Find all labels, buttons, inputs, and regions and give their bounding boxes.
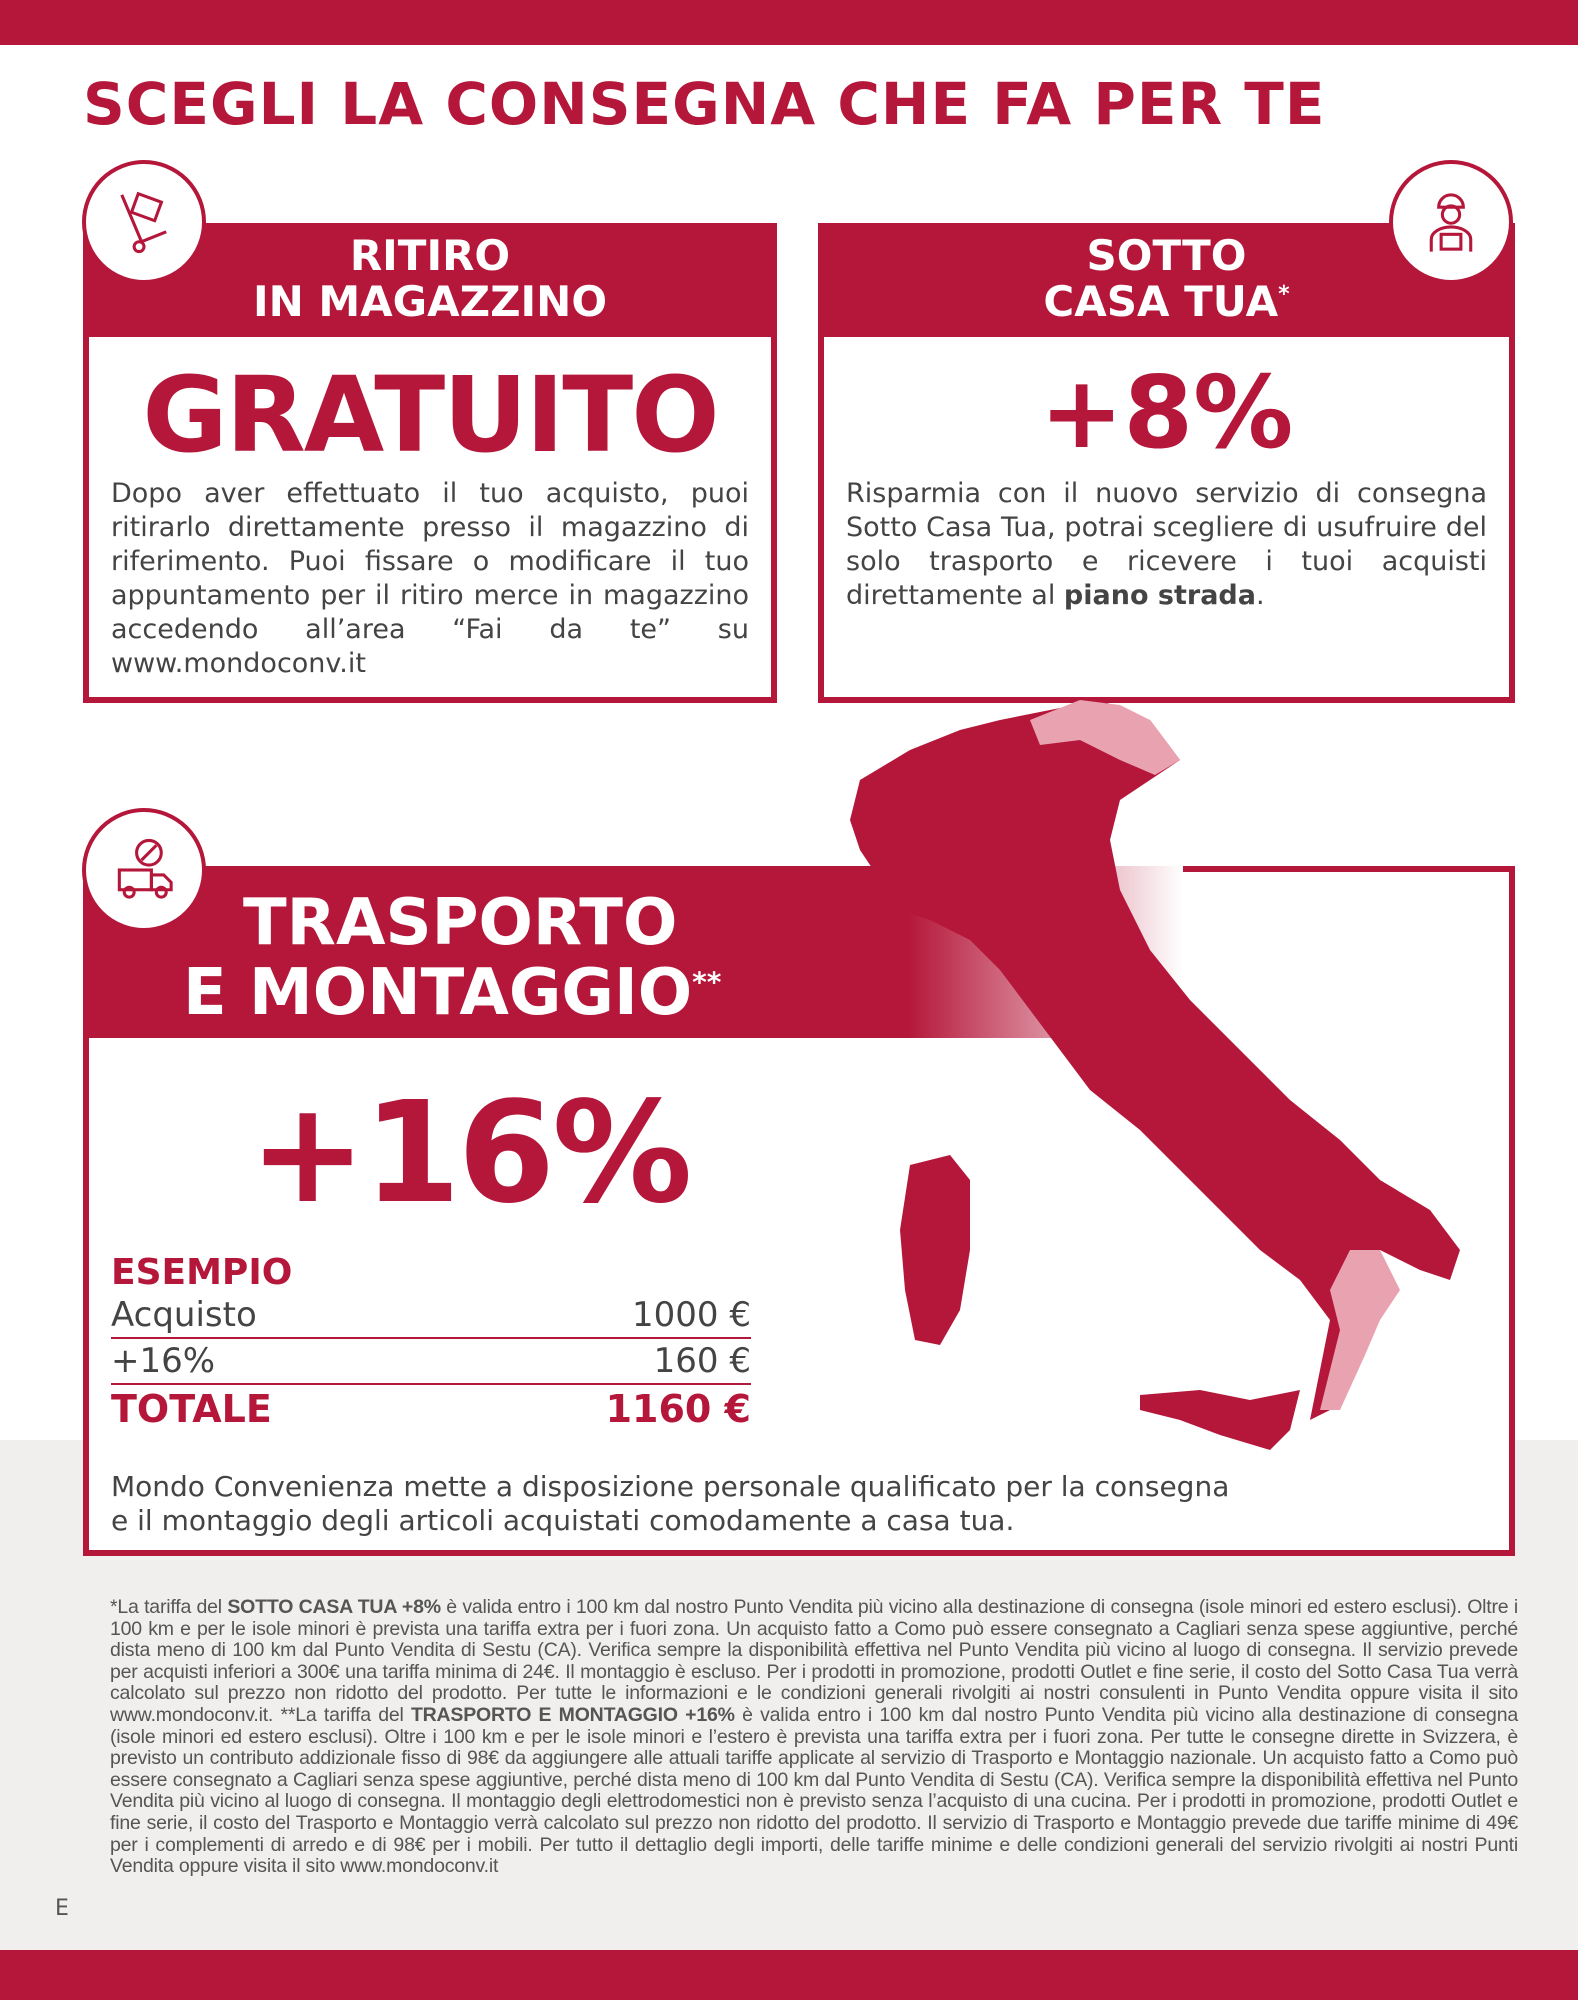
footnote-text: **La tariffa del xyxy=(280,1703,411,1726)
basilicata-calabria-region xyxy=(1320,1250,1400,1410)
row-label: +16% xyxy=(111,1341,216,1381)
footnote-text: è valida entro i 100 km dal nostro Punto… xyxy=(110,1703,1518,1878)
sardinia xyxy=(900,1155,970,1345)
header-line-2: IN MAGAZZINO xyxy=(252,277,608,327)
italy-mainland xyxy=(850,700,1460,1420)
price-label: +8% xyxy=(1039,354,1294,471)
card-description: Risparmia con il nuovo servizio di conse… xyxy=(846,477,1487,613)
header-line-2: E MONTAGGIO xyxy=(183,956,693,1031)
header-line-1: TRASPORTO xyxy=(243,886,678,960)
price-label: +16% xyxy=(249,1072,692,1235)
footnote-mark: ** xyxy=(692,966,722,1000)
truck-tools-icon xyxy=(82,808,206,932)
card-sotto-casa-tua: SOTTO CASA TUA* +8% Risparmia con il nuo… xyxy=(818,223,1515,703)
italy-map-illustration xyxy=(850,700,1460,1450)
delivery-person-icon xyxy=(1389,160,1513,284)
card-description: Mondo Convenienza mette a disposizione p… xyxy=(111,1470,1230,1537)
example-label: ESEMPIO xyxy=(111,1252,293,1293)
page-title: SCEGLI LA CONSEGNA CHE FA PER TE xyxy=(83,70,1326,138)
description-text: Risparmia con il nuovo servizio di conse… xyxy=(846,478,1487,611)
sicily xyxy=(1140,1390,1300,1450)
description-bold: piano strada xyxy=(1063,580,1256,611)
row-value: 1000 € xyxy=(632,1295,751,1335)
card-ritiro-magazzino: RITIRO IN MAGAZZINO GRATUITO Dopo aver e… xyxy=(83,223,777,703)
total-label: TOTALE xyxy=(111,1387,272,1431)
card-description: Dopo aver effettuato il tuo acquisto, pu… xyxy=(111,478,749,679)
footnote-bold: SOTTO CASA TUA +8% xyxy=(227,1596,441,1618)
footnote: *La tariffa del SOTTO CASA TUA +8% è val… xyxy=(110,1596,1518,1878)
total-row: TOTALE 1160 € xyxy=(111,1385,751,1433)
header-line-1: RITIRO xyxy=(349,231,511,280)
footnote-bold: TRASPORTO E MONTAGGIO +16% xyxy=(410,1703,735,1726)
example-row: Acquisto 1000 € xyxy=(111,1293,751,1339)
page-letter: E xyxy=(55,1896,69,1921)
header-line-1: SOTTO xyxy=(1086,231,1247,280)
total-value: 1160 € xyxy=(605,1387,751,1431)
row-value: 160 € xyxy=(653,1341,751,1381)
price-label: GRATUITO xyxy=(142,354,719,476)
footnote-text: *La tariffa del xyxy=(110,1596,228,1618)
footnote-text: è valida entro i 100 km dal nostro Punto… xyxy=(110,1596,1518,1726)
example-row: +16% 160 € xyxy=(111,1339,751,1385)
footnote-mark: * xyxy=(1278,282,1290,308)
hand-truck-box-icon xyxy=(82,160,206,284)
row-label: Acquisto xyxy=(111,1295,257,1335)
example-table: ESEMPIO Acquisto 1000 € +16% 160 € TOTALE 1… xyxy=(111,1252,751,1433)
bottom-bar xyxy=(0,1950,1578,2000)
description-end: . xyxy=(1255,580,1265,611)
trentino-region xyxy=(1030,700,1180,775)
header-line-2: CASA TUA xyxy=(1043,277,1279,327)
card-header: SOTTO CASA TUA* xyxy=(818,223,1515,337)
top-bar xyxy=(0,0,1578,45)
